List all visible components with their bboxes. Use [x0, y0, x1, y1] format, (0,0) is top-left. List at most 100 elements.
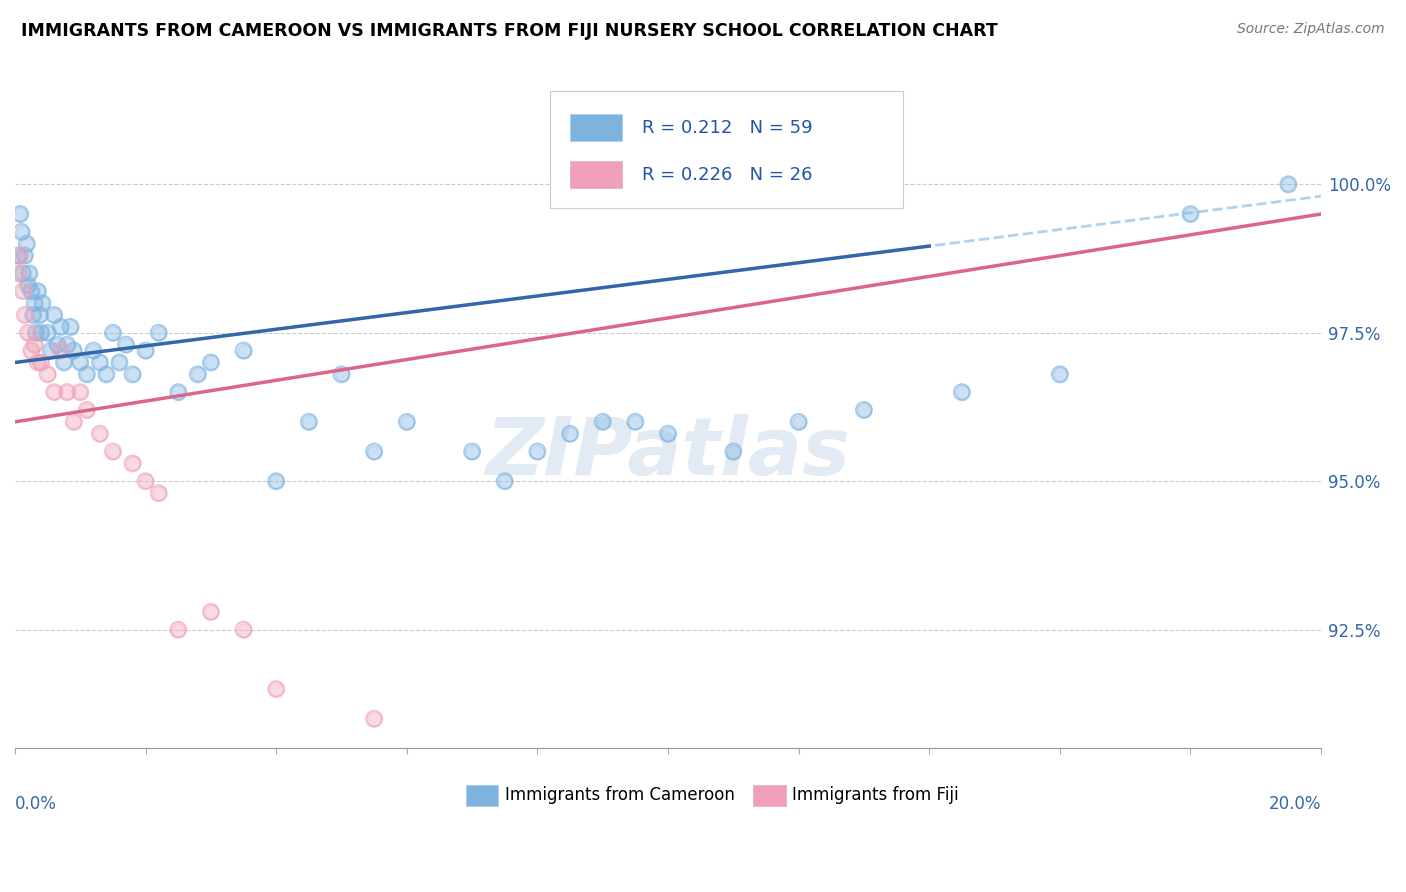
Point	[135, 343, 157, 358]
Y-axis label: Nursery School: Nursery School	[0, 355, 7, 471]
Point	[101, 444, 124, 458]
Point	[49, 343, 72, 358]
Point	[46, 337, 69, 351]
Point	[89, 355, 111, 369]
Point	[7, 267, 30, 281]
Point	[592, 415, 614, 429]
Point	[115, 337, 138, 351]
Point	[558, 426, 581, 441]
Point	[24, 337, 46, 351]
Point	[28, 308, 51, 322]
Point	[7, 249, 30, 263]
Point	[17, 278, 39, 293]
Point	[1180, 207, 1202, 221]
Point	[232, 623, 254, 637]
Bar	[569, 161, 623, 188]
Point	[852, 403, 875, 417]
Point	[787, 415, 810, 429]
Text: 0.0%: 0.0%	[15, 796, 56, 814]
Point	[14, 249, 37, 263]
Point	[135, 343, 157, 358]
Point	[363, 712, 385, 726]
Point	[17, 278, 39, 293]
Point	[22, 308, 45, 322]
Point	[69, 385, 91, 400]
Point	[363, 444, 385, 458]
Point	[89, 426, 111, 441]
Point	[10, 225, 32, 239]
Point	[7, 249, 30, 263]
Point	[11, 267, 34, 281]
Point	[37, 326, 59, 340]
Point	[363, 444, 385, 458]
Text: Immigrants from Cameroon: Immigrants from Cameroon	[505, 787, 735, 805]
Point	[49, 319, 72, 334]
Point	[852, 403, 875, 417]
Point	[592, 415, 614, 429]
Point	[8, 207, 31, 221]
Point	[37, 326, 59, 340]
Point	[657, 426, 679, 441]
Point	[1049, 368, 1071, 382]
Point	[18, 267, 41, 281]
Point	[121, 368, 143, 382]
Point	[62, 343, 84, 358]
Point	[264, 682, 287, 697]
Point	[108, 355, 131, 369]
Point	[101, 326, 124, 340]
Point	[624, 415, 647, 429]
Point	[264, 475, 287, 489]
Point	[167, 623, 190, 637]
Point	[526, 444, 548, 458]
Point	[39, 343, 62, 358]
Point	[723, 444, 745, 458]
Point	[49, 319, 72, 334]
Point	[76, 403, 98, 417]
Point	[20, 343, 42, 358]
Point	[8, 249, 31, 263]
Point	[14, 308, 37, 322]
Text: Source: ZipAtlas.com: Source: ZipAtlas.com	[1237, 22, 1385, 37]
Point	[25, 326, 48, 340]
Point	[363, 712, 385, 726]
Point	[53, 355, 76, 369]
Point	[76, 368, 98, 382]
Point	[18, 267, 41, 281]
Point	[200, 355, 222, 369]
Point	[27, 355, 49, 369]
Point	[167, 385, 190, 400]
Point	[62, 415, 84, 429]
Point	[494, 475, 516, 489]
Point	[1277, 178, 1299, 192]
Point	[148, 486, 170, 500]
Point	[950, 385, 973, 400]
Point	[69, 355, 91, 369]
Point	[76, 368, 98, 382]
Point	[30, 326, 52, 340]
Point	[39, 343, 62, 358]
Point	[723, 444, 745, 458]
Point	[950, 385, 973, 400]
Point	[558, 426, 581, 441]
Point	[24, 296, 46, 310]
Point	[44, 308, 66, 322]
Point	[232, 343, 254, 358]
Point	[624, 415, 647, 429]
Point	[1180, 207, 1202, 221]
Point	[56, 385, 79, 400]
Point	[53, 355, 76, 369]
Point	[49, 343, 72, 358]
Point	[17, 326, 39, 340]
Point	[11, 284, 34, 298]
Point	[30, 326, 52, 340]
Point	[56, 337, 79, 351]
Point	[46, 337, 69, 351]
Point	[10, 225, 32, 239]
Point	[27, 284, 49, 298]
Point	[8, 207, 31, 221]
Point	[20, 284, 42, 298]
Point	[59, 319, 82, 334]
Point	[1277, 178, 1299, 192]
Point	[121, 368, 143, 382]
Point	[31, 296, 53, 310]
